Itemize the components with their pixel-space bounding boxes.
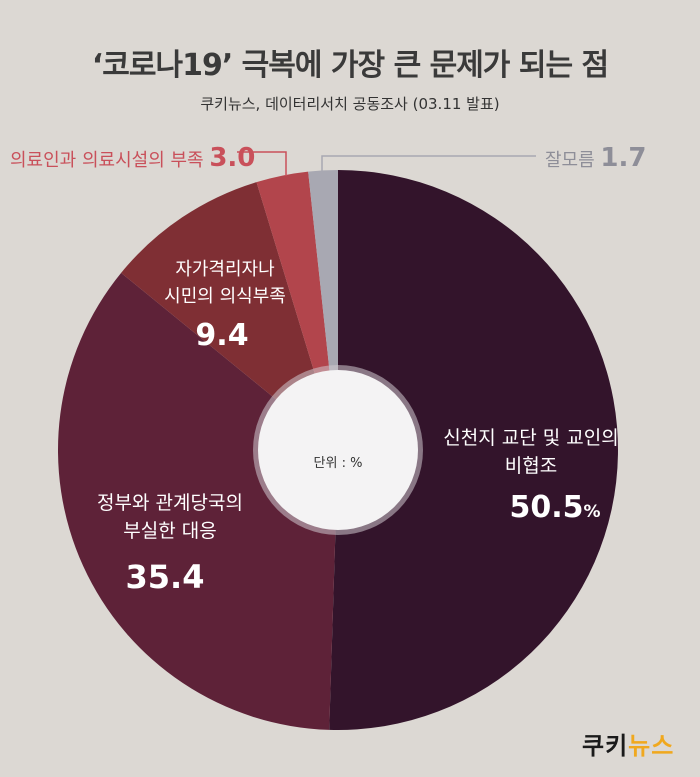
chart-subtitle: 쿠키뉴스, 데이터리서치 공동조사 (03.11 발표)	[200, 95, 500, 113]
value-slice-2: 35.4	[126, 558, 205, 596]
center-hole	[258, 370, 418, 530]
label-slice-4: 의료인과 의료시설의 부족 3.0	[10, 143, 255, 173]
value-slice-1: 50.5%	[509, 490, 600, 525]
leader-line-unknown	[321, 155, 536, 176]
value-slice-3: 9.4	[195, 318, 248, 353]
leader-line-shortage	[237, 151, 287, 176]
pie-slice-2	[57, 272, 338, 730]
label-slice-5: 잘모름 1.7	[545, 143, 646, 173]
label-slice-2-line-2: 부실한 대응	[123, 520, 216, 542]
label-slice-1-line-2: 비협조	[505, 455, 557, 477]
chart-title: ‘코로나19’ 극복에 가장 큰 문제가 되는 점	[91, 48, 609, 83]
pie-slice-3	[121, 182, 338, 451]
label-slice-2-line-1: 정부와 관계당국의	[97, 492, 243, 514]
label-slice-1-line-1: 신천지 교단 및 교인의	[443, 427, 618, 449]
label-slice-3-line-2: 시민의 의식부족	[164, 286, 286, 307]
unit-label: 단위 : %	[314, 456, 363, 471]
cookie-news-logo: 쿠키뉴스	[582, 726, 674, 761]
logo-text-1: 쿠키	[582, 732, 629, 760]
pie-slice-1	[329, 170, 619, 730]
logo-text-2: 뉴스	[628, 732, 675, 760]
label-slice-3-line-1: 자가격리자나	[175, 259, 274, 280]
